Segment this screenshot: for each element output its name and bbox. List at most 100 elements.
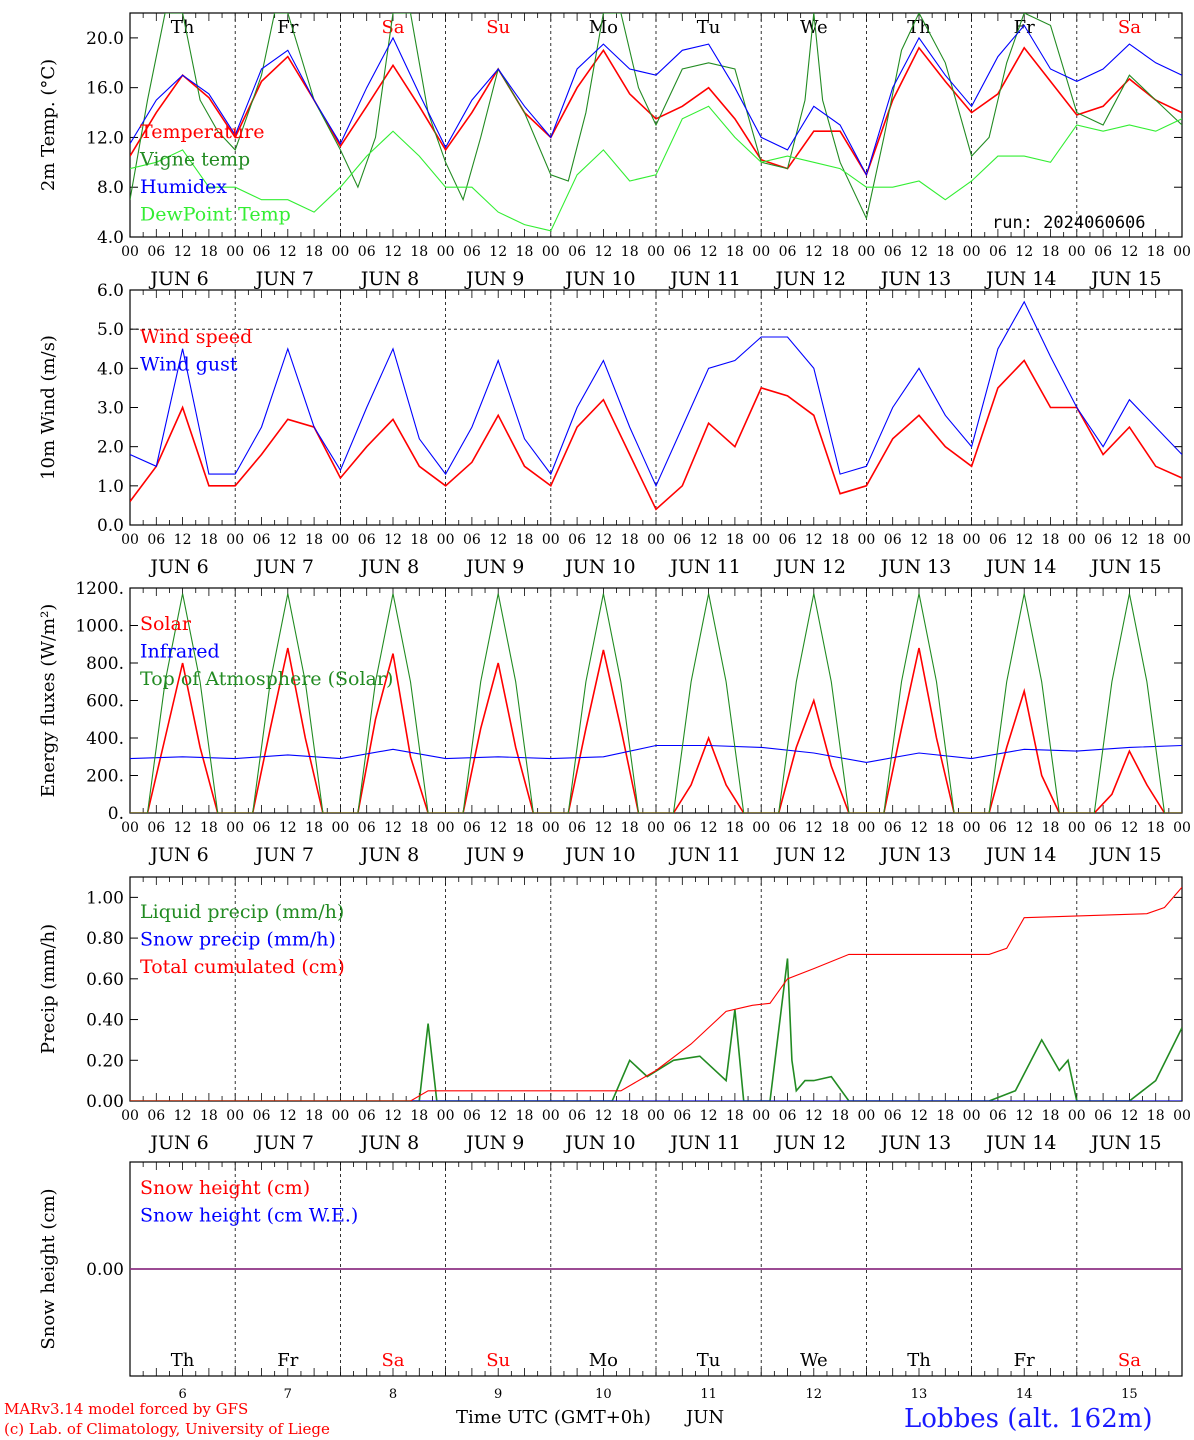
hour-label: 12 <box>1120 1108 1138 1124</box>
hour-label: 18 <box>726 1108 744 1124</box>
weekday-label: Fr <box>277 17 298 38</box>
series-line-top-of-atmosphere-solar- <box>130 593 1182 813</box>
hour-label: 18 <box>410 532 428 548</box>
hour-label: 18 <box>726 244 744 260</box>
y-tick-label: 0.00 <box>86 1092 124 1112</box>
hour-label: 18 <box>831 820 849 836</box>
hour-label: 06 <box>358 532 376 548</box>
hour-label: 18 <box>305 1108 323 1124</box>
date-label: JUN 15 <box>1089 844 1161 866</box>
bottom-day-numbers: 6 7 8 9 10 11 12 13 14 15 <box>178 1387 1137 1402</box>
hour-label: 18 <box>621 1108 639 1124</box>
hour-label: 00 <box>857 244 875 260</box>
hour-label: 06 <box>779 820 797 836</box>
hour-label: 06 <box>673 820 691 836</box>
series-line-dewpoint-temp <box>130 105 1182 232</box>
hour-label: 06 <box>884 820 902 836</box>
hour-label: 18 <box>831 244 849 260</box>
hour-label: 06 <box>147 1108 165 1124</box>
hour-label: 06 <box>358 244 376 260</box>
date-label: JUN 7 <box>254 556 314 578</box>
hour-label: 00 <box>1173 532 1191 548</box>
hour-label: 12 <box>1015 244 1033 260</box>
date-label: JUN 10 <box>563 556 635 578</box>
hour-label: 00 <box>226 820 244 836</box>
date-label: JUN 8 <box>359 556 419 578</box>
weekday-label: Mo <box>589 1350 618 1371</box>
legend-entry: Snow precip (mm/h) <box>140 929 336 951</box>
y-tick-label: 400. <box>86 729 124 749</box>
hour-label: 12 <box>174 820 192 836</box>
hour-label: 00 <box>331 532 349 548</box>
hour-label: 18 <box>305 532 323 548</box>
hour-label: 00 <box>1173 820 1191 836</box>
date-label: JUN 9 <box>464 268 524 290</box>
hour-label: 06 <box>673 244 691 260</box>
hour-label: 12 <box>594 1108 612 1124</box>
weekday-label: Tu <box>697 17 721 38</box>
hour-label: 06 <box>1094 532 1112 548</box>
weekday-label: Th <box>907 17 931 38</box>
hour-label: 12 <box>910 532 928 548</box>
y-tick-label: 0.80 <box>86 929 124 949</box>
hour-label: 12 <box>1015 1108 1033 1124</box>
hour-label: 06 <box>1094 820 1112 836</box>
hour-label: 00 <box>1068 532 1086 548</box>
hour-label: 12 <box>279 244 297 260</box>
hour-label: 12 <box>1015 532 1033 548</box>
weekday-label: Su <box>486 17 510 38</box>
hour-label: 00 <box>647 820 665 836</box>
hour-label: 12 <box>489 820 507 836</box>
hour-label: 18 <box>621 820 639 836</box>
hour-label: 06 <box>147 820 165 836</box>
date-label: JUN 13 <box>879 556 951 578</box>
x-axis-label: Time UTC (GMT+0h) <box>456 1407 651 1428</box>
date-label: JUN 7 <box>254 268 314 290</box>
hour-label: 00 <box>752 244 770 260</box>
series-line-total-cumulated-cm- <box>130 886 1182 1101</box>
hour-label: 00 <box>226 244 244 260</box>
panel-energy: 0. 200. 400. 600. 800. 1000. 1200. Energy fluxe… <box>38 579 1191 866</box>
legend-entry: Wind gust <box>140 354 238 376</box>
y-axis-label: 2m Temp. (°C) <box>38 59 59 191</box>
y-tick-label: 1.0 <box>97 477 124 497</box>
hour-label: 00 <box>542 532 560 548</box>
hour-label: 06 <box>779 244 797 260</box>
series-line-humidex <box>130 24 1182 177</box>
hour-label: 12 <box>174 244 192 260</box>
date-label: JUN 15 <box>1089 556 1161 578</box>
hour-label: 06 <box>253 820 271 836</box>
hour-label: 18 <box>200 820 218 836</box>
panel-snow: 0.00 Snow height (cm) Th Fr Sa Su Mo Tu We Th Fr Sa… <box>38 1161 1183 1377</box>
hour-label: 00 <box>963 1108 981 1124</box>
hour-label: 12 <box>489 1108 507 1124</box>
hour-label: 00 <box>963 244 981 260</box>
date-label: JUN 6 <box>148 556 208 578</box>
legend-entry: Vigne temp <box>139 149 250 171</box>
hour-label: 00 <box>437 244 455 260</box>
hour-label: 00 <box>542 820 560 836</box>
hour-label: 12 <box>489 532 507 548</box>
hour-label: 00 <box>121 244 139 260</box>
credit-line-1: MARv3.14 model forced by GFS <box>4 1400 248 1418</box>
legend-entry: DewPoint Temp <box>140 204 291 226</box>
series-line-liquid-precip-mm-h- <box>130 958 1182 1101</box>
hour-label: 06 <box>673 532 691 548</box>
day-number: 12 <box>806 1387 823 1402</box>
hour-label: 18 <box>936 244 954 260</box>
date-label: JUN 7 <box>254 844 314 866</box>
date-label: JUN 10 <box>563 268 635 290</box>
station-label: Lobbes (alt. 162m) <box>904 1404 1153 1434</box>
hour-label: 12 <box>1015 820 1033 836</box>
y-tick-label: 0. <box>108 804 124 824</box>
legend-entry: Wind speed <box>140 326 252 348</box>
hour-label: 12 <box>279 532 297 548</box>
date-label: JUN 14 <box>984 556 1056 578</box>
hour-label: 00 <box>121 532 139 548</box>
hour-label: 12 <box>805 1108 823 1124</box>
y-tick-label: 0.0 <box>97 516 124 536</box>
hour-label: 06 <box>147 244 165 260</box>
date-label: JUN 8 <box>359 268 419 290</box>
date-label: JUN 11 <box>668 1132 740 1154</box>
hour-label: 12 <box>489 244 507 260</box>
